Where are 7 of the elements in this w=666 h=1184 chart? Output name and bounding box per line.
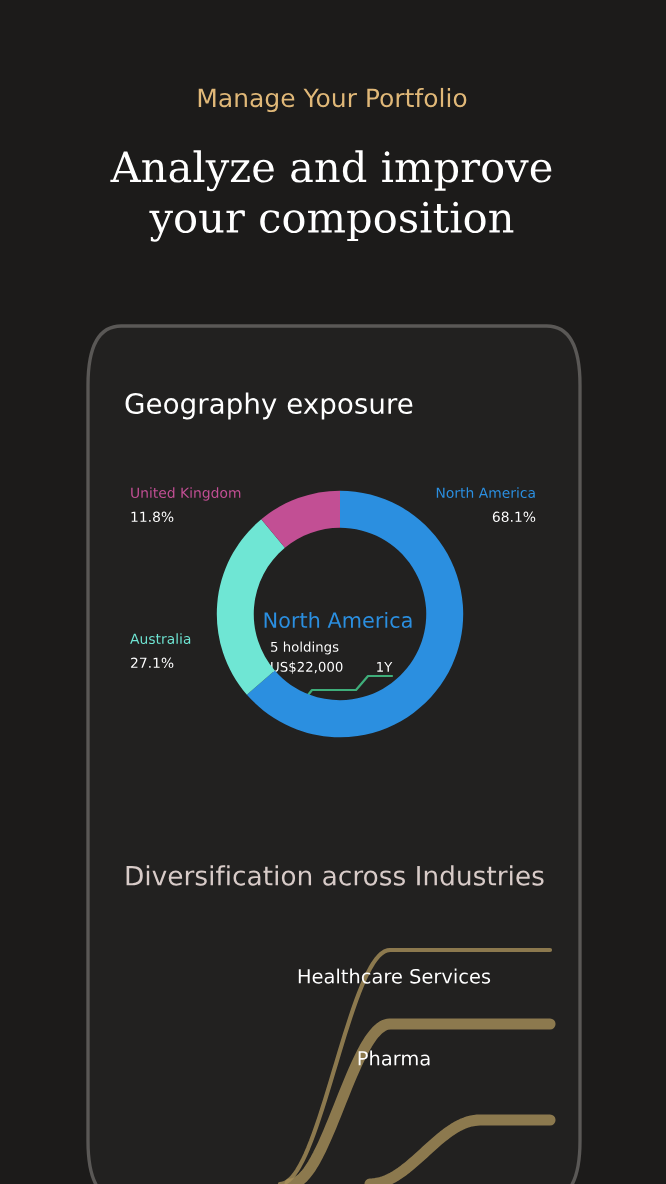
text: Healthcare Services [298,968,491,984]
text: North America [264,611,412,629]
text: Diversification across Industries [126,865,544,886]
text: Pharma [358,1050,430,1066]
chart-title: Geography exposure [125,392,413,420]
text: Analyze and improve your composition [110,150,552,242]
text: Manage Your Portfolio [198,87,467,113]
